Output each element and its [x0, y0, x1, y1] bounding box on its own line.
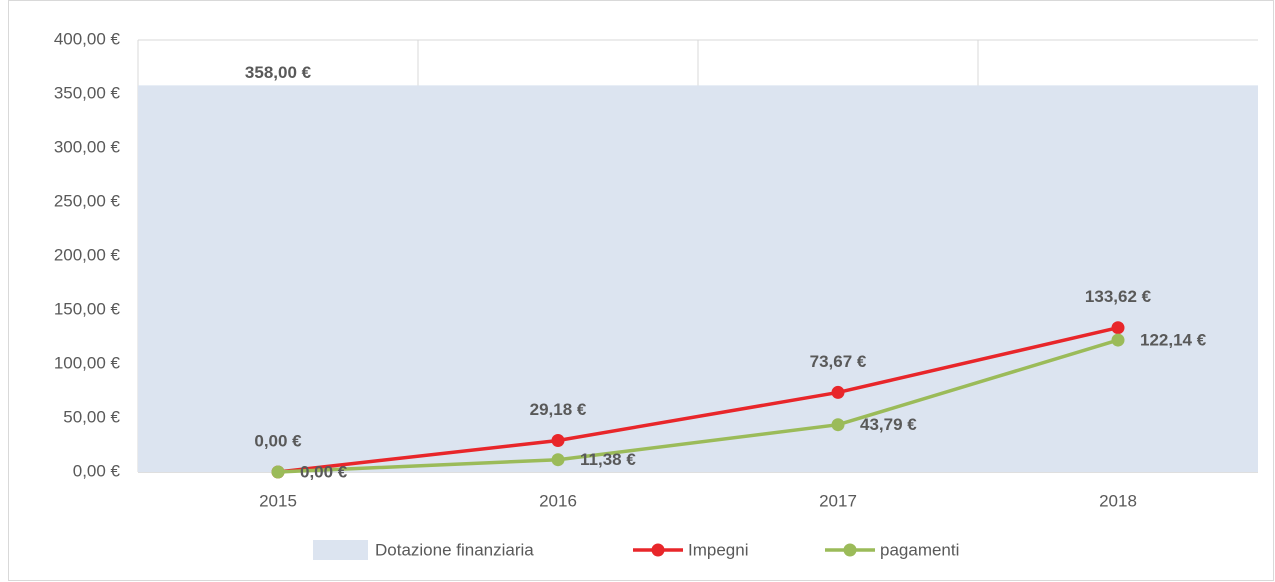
marker [551, 433, 565, 447]
y-tick-label: 400,00 € [54, 29, 121, 48]
labels: 0,00 € 50,00 € 100,00 € 150,00 € 200,00 € 250… [54, 29, 1207, 560]
data-label: 73,67 € [810, 352, 867, 371]
data-label: 11,38 € [580, 450, 636, 469]
area-segment [978, 85, 1258, 473]
data-label: 0,00 € [254, 431, 302, 450]
marker [271, 465, 285, 479]
x-tick-label: 2016 [539, 491, 577, 510]
y-tick-label: 250,00 € [54, 191, 121, 210]
data-label: 43,79 € [860, 415, 917, 434]
area-segment [138, 85, 418, 473]
marker [1111, 333, 1125, 347]
x-tick-label: 2017 [819, 491, 857, 510]
y-tick-label: 300,00 € [54, 137, 121, 156]
line [277, 338, 1119, 474]
legend-label: pagamenti [880, 540, 959, 559]
line [277, 325, 1119, 474]
legend-swatch [313, 540, 368, 560]
marker [1111, 321, 1125, 335]
marker [831, 385, 845, 399]
marker [831, 418, 845, 432]
data-label: 133,62 € [1085, 287, 1152, 306]
y-tick-label: 50,00 € [63, 407, 120, 426]
y-tick-label: 350,00 € [54, 83, 121, 102]
legend-marker [843, 543, 857, 557]
legend-label: Impegni [688, 540, 748, 559]
marker [551, 453, 565, 467]
data-label: 29,18 € [530, 400, 587, 419]
data-label: 122,14 € [1140, 331, 1207, 350]
y-tick-label: 150,00 € [54, 299, 121, 318]
x-tick-label: 2018 [1099, 491, 1137, 510]
data-label: 358,00 € [245, 63, 312, 82]
y-tick-label: 0,00 € [73, 461, 121, 480]
legend-marker [651, 543, 665, 557]
area-segment [418, 85, 698, 473]
data-label: 0,00 € [300, 462, 348, 481]
areas [138, 85, 1258, 473]
area-segment [698, 85, 978, 473]
legend-label: Dotazione finanziaria [375, 540, 534, 559]
lines [271, 321, 1125, 479]
y-tick-label: 200,00 € [54, 245, 121, 264]
x-tick-label: 2015 [259, 491, 297, 510]
y-tick-label: 100,00 € [54, 353, 121, 372]
